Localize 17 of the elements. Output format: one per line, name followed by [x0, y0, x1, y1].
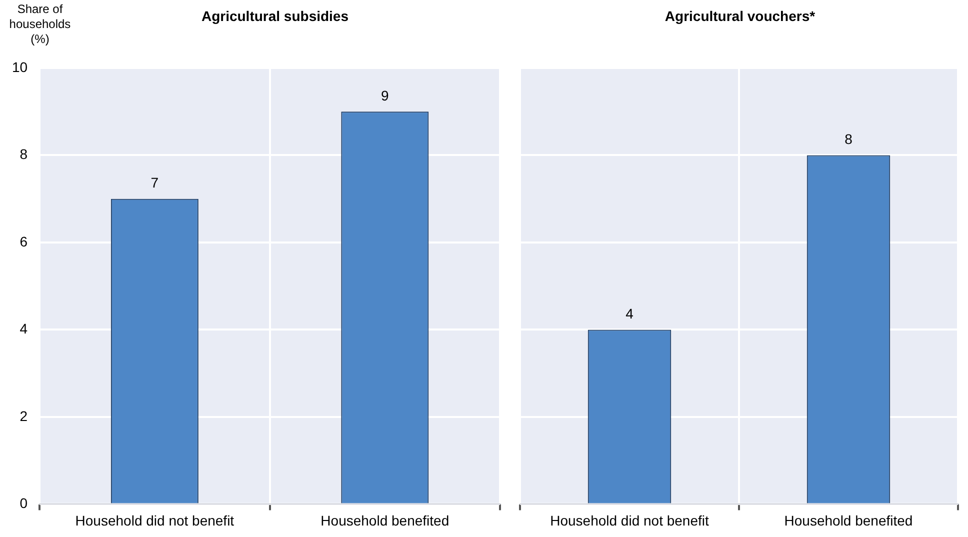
- x-tick-label: Household did not benefit: [550, 512, 709, 528]
- chart-title: Agricultural subsidies: [201, 8, 349, 24]
- x-tick-label: Household benefited: [320, 512, 450, 528]
- x-tick-label: Household benefited: [784, 512, 913, 528]
- y-tick-label: 2: [20, 408, 28, 424]
- data-label: 9: [380, 87, 389, 104]
- data-label: 8: [844, 131, 853, 148]
- y-tick-label: 0: [20, 495, 28, 512]
- y-axis-title: Share of households (%): [8, 2, 72, 47]
- chart-title: Agricultural vouchers*: [664, 8, 816, 24]
- y-tick-label: 8: [20, 146, 28, 162]
- x-tick-label: Household did not benefit: [75, 512, 234, 528]
- y-tick-label: 6: [20, 233, 28, 250]
- data-label: 4: [626, 306, 634, 322]
- y-tick-label: 4: [20, 320, 28, 337]
- y-tick-label: 10: [12, 58, 28, 75]
- data-label: 7: [150, 174, 159, 191]
